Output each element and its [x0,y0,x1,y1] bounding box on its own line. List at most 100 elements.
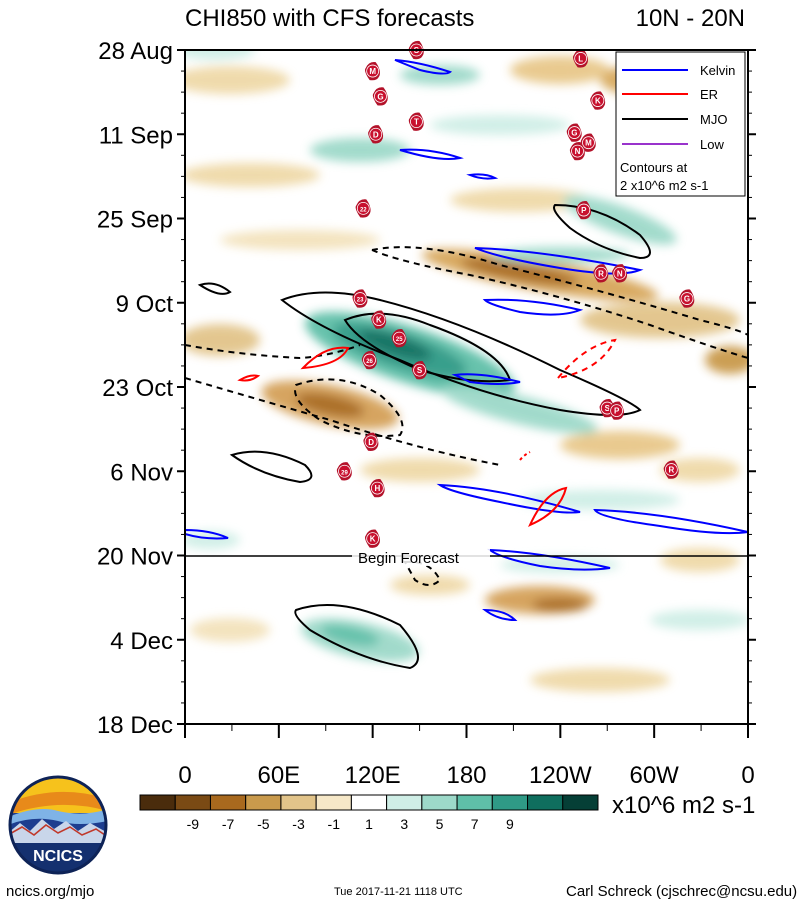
ncics-logo: NCICS [8,775,108,875]
mjo-contour-dashed [185,377,501,466]
y-tick-label: 6 Nov [110,459,173,486]
logo-text: NCICS [33,848,83,865]
legend-mjo: MJO [700,112,727,127]
storm-label: L [578,54,583,63]
colorbar-label: -7 [222,816,235,832]
storm-marker: 23 [352,289,368,308]
storm-label: N [617,269,623,278]
er-contour [300,346,350,370]
kelvin-contour [466,173,499,180]
colorbar-label: 5 [436,816,444,832]
y-tick-label: 25 Sep [97,207,173,234]
forecast-label: Begin Forecast [358,550,460,567]
x-tick-label: 0 [741,762,754,789]
storm-marker: R [663,460,679,479]
storm-label: 26 [366,359,373,365]
er-contour [237,374,261,382]
kelvin-contour [482,608,518,622]
storm-marker: L [572,49,588,68]
storm-label: D [368,438,374,447]
colorbar-swatch [456,794,493,811]
storm-marker: N [612,264,628,283]
colorbar-swatch [209,794,247,811]
storm-label: 22 [360,207,367,213]
storm-label: K [370,535,376,544]
colorbar-label: -5 [257,816,270,832]
storm-marker: G [566,123,582,142]
mjo-contour [294,604,419,670]
footer-website[interactable]: ncics.org/mjo [6,883,95,900]
storm-marker: M [365,61,380,81]
storm-marker: H [369,478,385,498]
colorbar-label: 9 [506,816,514,832]
colorbar-swatch [386,794,423,811]
er-contour [528,486,568,527]
x-tick-label: 60E [257,762,300,789]
storm-marker: 22 [355,199,371,218]
legend-kelvin: Kelvin [700,63,735,78]
colorbar-swatch [421,794,458,811]
colorbar-swatch [174,794,211,811]
colorbar-swatch [315,794,352,811]
storm-marker: M [580,133,596,152]
storm-label: M [369,67,376,76]
storm-label: S [417,366,423,375]
colorbar-swatch [280,794,317,811]
colorbar-label: -3 [292,816,305,832]
storm-label: S [605,404,611,413]
storm-label: T [414,118,419,127]
storm-marker: K [365,529,380,548]
mjo-contour-dashed [185,344,361,360]
x-axis: 0 60E 120E 180 120W 60W 0 [178,724,755,789]
storm-marker: P [608,401,624,420]
legend-low: Low [700,137,724,152]
kelvin-contour [482,298,584,316]
kelvin-contour [399,148,464,160]
storm-marker: K [590,91,606,110]
mjo-contour [229,450,313,484]
storm-label: N [575,147,581,156]
y-tick-label: 9 Oct [116,291,174,318]
storm-label: 23 [357,298,364,304]
legend-note-1: Contours at [620,160,688,175]
y-tick-label: 18 Dec [97,712,173,739]
colorbar-swatch [527,794,564,811]
storm-label: G [684,295,690,304]
storm-marker: T [408,112,424,131]
storm-marker: D [368,125,384,144]
mjo-contour-dashed [371,246,748,336]
storm-label: G [377,92,383,101]
kelvin-contour [185,528,229,540]
colorbar-label: -9 [187,816,200,832]
er-contour-dashed [519,451,531,461]
mjo-contour-dashed [294,378,404,437]
storm-marker: P [576,200,592,220]
storm-label: P [581,206,587,215]
storm-label: 25 [396,337,403,343]
storm-marker: N [569,141,585,161]
storm-marker: 25 [391,329,407,348]
kelvin-contour [451,373,521,385]
colorbar-swatch [491,794,529,811]
storm-label: D [373,130,379,139]
x-tick-label: 60W [629,762,679,789]
colorbar-label: 7 [471,816,479,832]
storm-label: H [374,484,380,493]
mjo-contour-dashed [371,249,748,359]
colorbar: -9 -7 -5 -3 -1 1 3 5 7 9 [139,794,599,832]
footer-author: Carl Schreck (cjschrec@ncsu.edu) [566,883,798,900]
storm-marker: K [371,310,387,329]
storm-label: 29 [341,470,348,476]
storm-label: G [571,129,577,138]
y-tick-label: 23 Oct [102,375,173,402]
kelvin-contour [436,483,581,514]
colorbar-swatch [562,794,599,811]
storm-marker: 26 [361,350,377,370]
chart-title: CHI850 with CFS forecasts [185,5,474,32]
er-contour-dashed [555,338,617,380]
x-tick-label: 180 [446,762,486,789]
storm-label: M [585,139,592,148]
legend-note-2: 2 x10^6 m2 s-1 [620,178,708,193]
